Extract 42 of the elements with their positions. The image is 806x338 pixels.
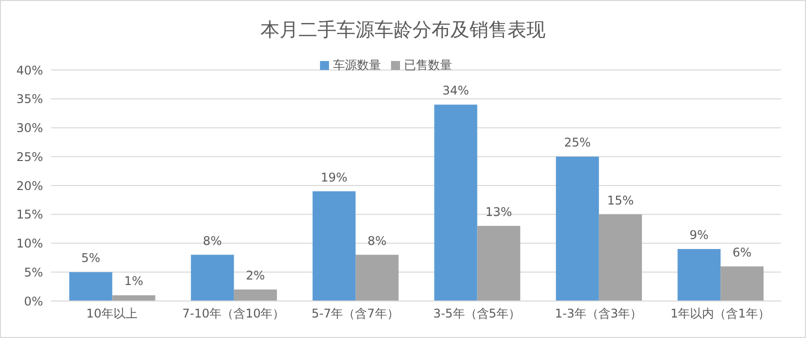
data-label: 19% (320, 170, 348, 184)
legend-label: 车源数量 (333, 58, 381, 72)
data-label: 8% (368, 234, 387, 248)
chart-title: 本月二手车源车龄分布及销售表现 (260, 18, 546, 43)
y-tick-label: 5% (24, 265, 43, 280)
y-tick-label: 40% (16, 63, 43, 78)
bar (477, 226, 520, 301)
y-tick-label: 20% (16, 178, 43, 193)
data-label: 6% (732, 245, 752, 260)
data-label: 5% (81, 251, 100, 266)
data-label: 1% (124, 274, 144, 288)
bar (234, 289, 277, 301)
y-tick-label: 35% (16, 92, 43, 106)
x-tick-label: 1年以内（含1年） (670, 306, 770, 321)
y-tick-label: 25% (16, 150, 43, 164)
bar (678, 249, 721, 301)
x-tick-label: 1-3年（含3年） (554, 306, 642, 321)
data-label: 15% (607, 193, 634, 208)
data-label: 8% (202, 234, 222, 248)
legend-label: 已售数量 (404, 58, 452, 72)
bar (312, 191, 356, 301)
y-tick-label: 0% (24, 294, 43, 308)
x-tick-label: 7-10年（含10年） (182, 306, 285, 321)
bar (598, 214, 642, 301)
data-label: 9% (690, 228, 709, 242)
bar (112, 295, 156, 301)
bar (720, 266, 764, 301)
x-tick-label: 3-5年（含5年） (433, 306, 520, 321)
bar (190, 254, 234, 301)
y-tick-label: 15% (16, 208, 43, 222)
data-label: 25% (564, 136, 591, 150)
bar (434, 104, 478, 301)
y-tick-label: 10% (16, 236, 43, 251)
data-label: 2% (246, 268, 265, 282)
bar (556, 156, 599, 301)
data-label: 34% (442, 84, 470, 98)
bar (356, 254, 399, 301)
x-tick-label: 10年以上 (86, 306, 138, 321)
bar (69, 272, 112, 301)
x-tick-label: 5-7年（含7年） (312, 306, 399, 321)
y-tick-label: 30% (16, 121, 43, 136)
data-label: 13% (485, 204, 512, 219)
